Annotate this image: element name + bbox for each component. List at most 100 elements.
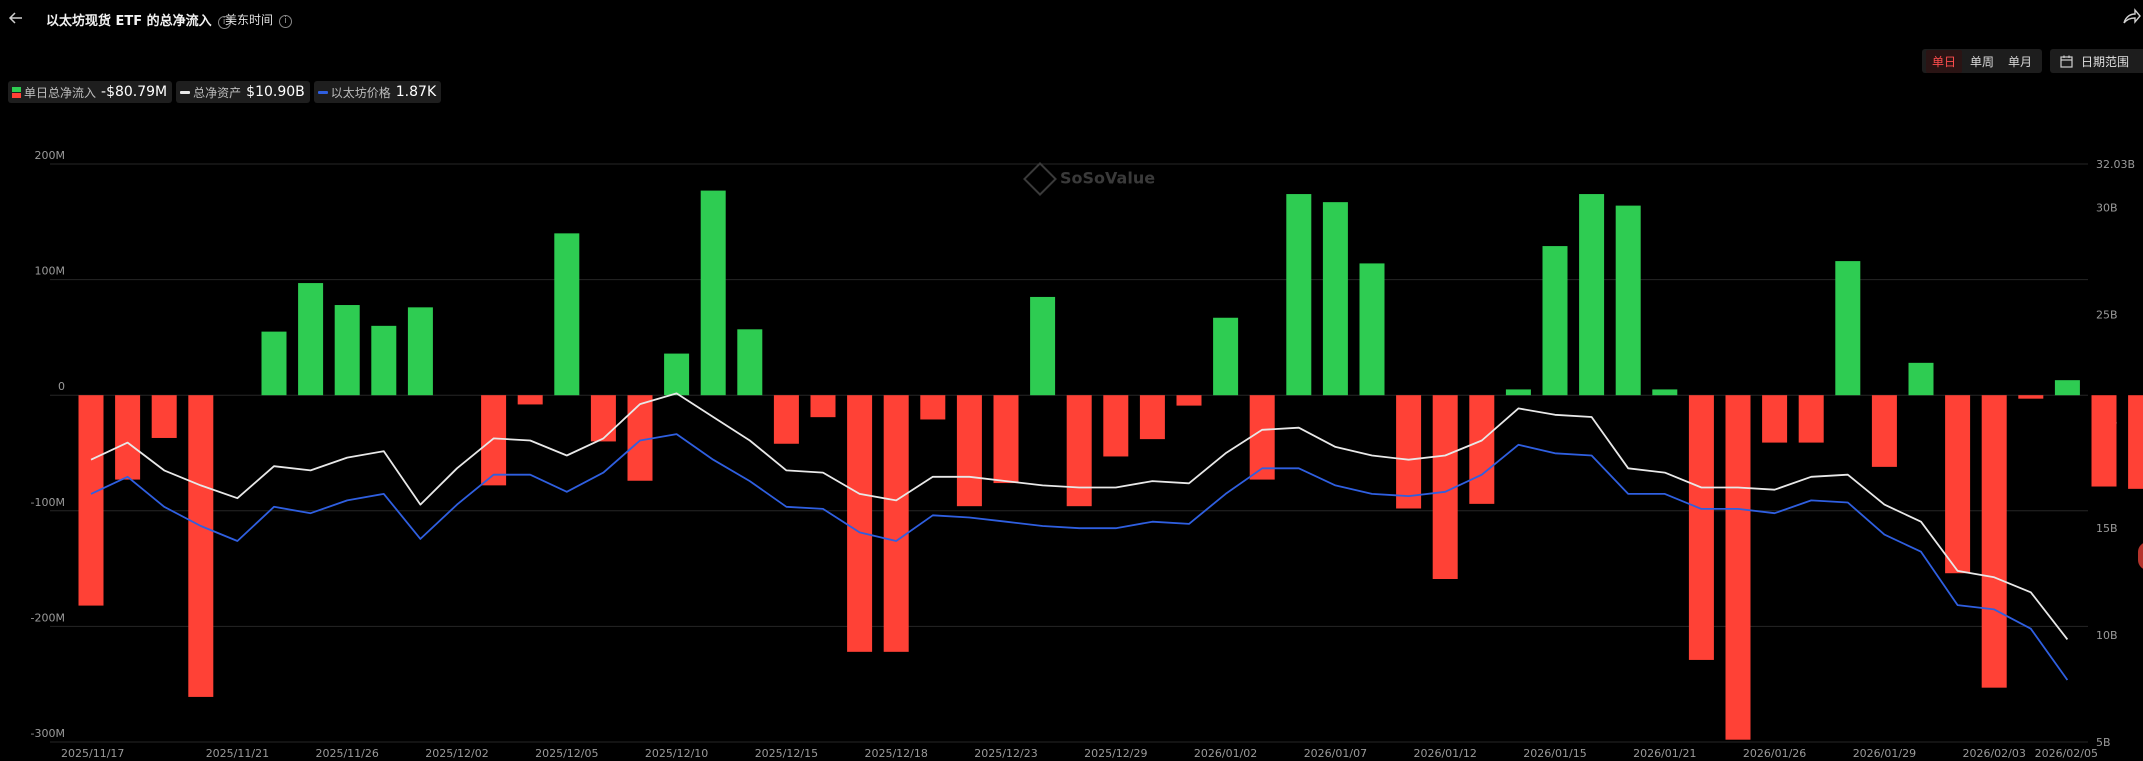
x-axis-tick-label: 2025/12/15 (755, 747, 818, 760)
inflow-bar (1030, 296, 1056, 396)
legend-label: 单日总净流入 (24, 85, 97, 100)
outflow-bar (1066, 395, 1092, 507)
inflow-bar (298, 283, 324, 396)
left-axis-tick-label: -200M (31, 611, 65, 624)
inflow-bar (1213, 317, 1239, 396)
right-axis-tick-label: 25B (2096, 308, 2118, 321)
x-axis-tick-label: 2025/12/02 (425, 747, 488, 760)
inflow-bar (1359, 263, 1385, 396)
legend-eth-price[interactable]: 以太坊价格 1.87K (313, 81, 442, 103)
left-axis-tick-label: -300M (31, 727, 65, 740)
legend-label: 以太坊价格 (330, 85, 391, 100)
blue-line-icon (317, 90, 328, 94)
net-assets-line (90, 392, 2069, 640)
x-axis-tick-label: 2025/11/17 (61, 747, 124, 760)
outflow-bar (627, 395, 653, 481)
x-axis-tick-label: 2025/12/29 (1084, 747, 1147, 760)
timezone-text: 美东时间 (225, 13, 274, 27)
inflow-bar (664, 353, 690, 396)
x-axis-tick-label: 2026/02/03 (1962, 747, 2025, 760)
inflow-bar (1652, 389, 1678, 396)
white-line-icon (180, 90, 191, 94)
outflow-bar (1725, 395, 1751, 740)
inflow-bar (371, 325, 397, 396)
outflow-bar (1469, 395, 1495, 504)
page-title: 以太坊现货 ETF 的总净流入 i (46, 10, 231, 29)
x-axis-tick-label: 2025/12/05 (535, 747, 598, 760)
x-axis-tick-label: 2025/11/21 (206, 747, 269, 760)
tab-monthly[interactable]: 单月 (2008, 54, 2033, 69)
date-range-label: 日期范围 (2081, 54, 2130, 69)
inflow-bar (1615, 205, 1641, 396)
inflow-bar (407, 307, 433, 396)
legend-value: $10.90B (246, 84, 305, 100)
inflow-bar (1505, 389, 1531, 396)
legend-value: -$80.79M (101, 84, 168, 100)
right-axis-tick-label: 10B (2096, 629, 2118, 642)
right-axis-tick-label: 30B (2096, 201, 2118, 214)
inflow-bar (737, 329, 763, 396)
legend-value: 1.87K (395, 84, 437, 100)
share-icon[interactable] (2121, 7, 2141, 27)
outflow-bar (1396, 395, 1422, 509)
date-range-button[interactable]: 日期范围 (2050, 49, 2143, 73)
outflow-bar (1176, 395, 1202, 406)
outflow-bar (883, 395, 909, 652)
outflow-bar (1688, 395, 1714, 660)
legend-net-inflow[interactable]: 单日总净流入 -$80.79M (8, 81, 173, 103)
x-axis-tick-label: 2026/01/15 (1523, 747, 1586, 760)
info-icon[interactable]: i (217, 16, 231, 29)
outflow-bar (2091, 395, 2117, 487)
sosovalue-logo-icon (1023, 162, 1057, 196)
inflow-bar (554, 233, 580, 396)
back-arrow-icon[interactable] (6, 8, 26, 28)
inflow-bar (1579, 194, 1605, 396)
calendar-icon (2060, 55, 2073, 68)
inflow-bar (700, 190, 726, 396)
tab-weekly[interactable]: 单周 (1970, 54, 1995, 69)
timezone-info-icon[interactable]: i (279, 15, 293, 28)
x-axis-tick-label: 2026/01/29 (1853, 747, 1916, 760)
inflow-bar (1908, 362, 1934, 396)
inflow-bar (2054, 380, 2080, 396)
outflow-bar (1762, 395, 1788, 443)
x-axis-tick-label: 2026/01/26 (1743, 747, 1806, 760)
outflow-bar (810, 395, 836, 418)
outflow-bar (78, 395, 104, 606)
left-axis-tick-label: 100M (35, 265, 66, 278)
outflow-bar (590, 395, 616, 442)
outflow-bar (773, 395, 799, 444)
inflow-bar (1322, 202, 1348, 396)
right-axis-tick-label: 32.03B (2096, 158, 2135, 171)
period-tabs: 单日 单周 单月 (1922, 49, 2043, 73)
x-axis-tick-label: 2026/01/07 (1304, 747, 1367, 760)
inflow-bar (1542, 246, 1568, 396)
legend-net-assets[interactable]: 总净资产 $10.90B (176, 81, 310, 103)
legend: 单日总净流入 -$80.79M 总净资产 $10.90B 以太坊价格 1.87K (8, 81, 442, 103)
x-axis-tick-label: 2026/01/02 (1194, 747, 1257, 760)
outflow-bar (847, 395, 873, 652)
outflow-bar (188, 395, 214, 697)
inflow-bar (334, 305, 360, 396)
x-axis-tick-label: 2025/12/23 (974, 747, 1037, 760)
side-handle[interactable] (2138, 542, 2143, 570)
x-axis-tick-label: 2026/01/12 (1413, 747, 1476, 760)
inflow-bar (261, 331, 287, 396)
outflow-bar (517, 395, 543, 405)
x-axis-tick-label: 2025/12/18 (864, 747, 927, 760)
page-title-text: 以太坊现货 ETF 的总净流入 (46, 14, 212, 29)
outflow-bar (1945, 395, 1971, 574)
inflow-bar (1835, 261, 1861, 396)
right-axis-tick-label: 5B (2096, 736, 2111, 749)
tab-daily[interactable]: 单日 (1926, 49, 1963, 73)
outflow-bar (1871, 395, 1897, 467)
outflow-bar (1139, 395, 1165, 440)
outflow-bar (956, 395, 982, 507)
top-bar: 以太坊现货 ETF 的总净流入 i 美东时间 i (0, 0, 2143, 38)
timezone-label: 美东时间 i (225, 11, 293, 28)
outflow-bar (481, 395, 507, 486)
left-axis-tick-label: 200M (35, 149, 66, 162)
watermark: SoSoValue (1023, 162, 1155, 196)
outflow-bar (1798, 395, 1824, 443)
